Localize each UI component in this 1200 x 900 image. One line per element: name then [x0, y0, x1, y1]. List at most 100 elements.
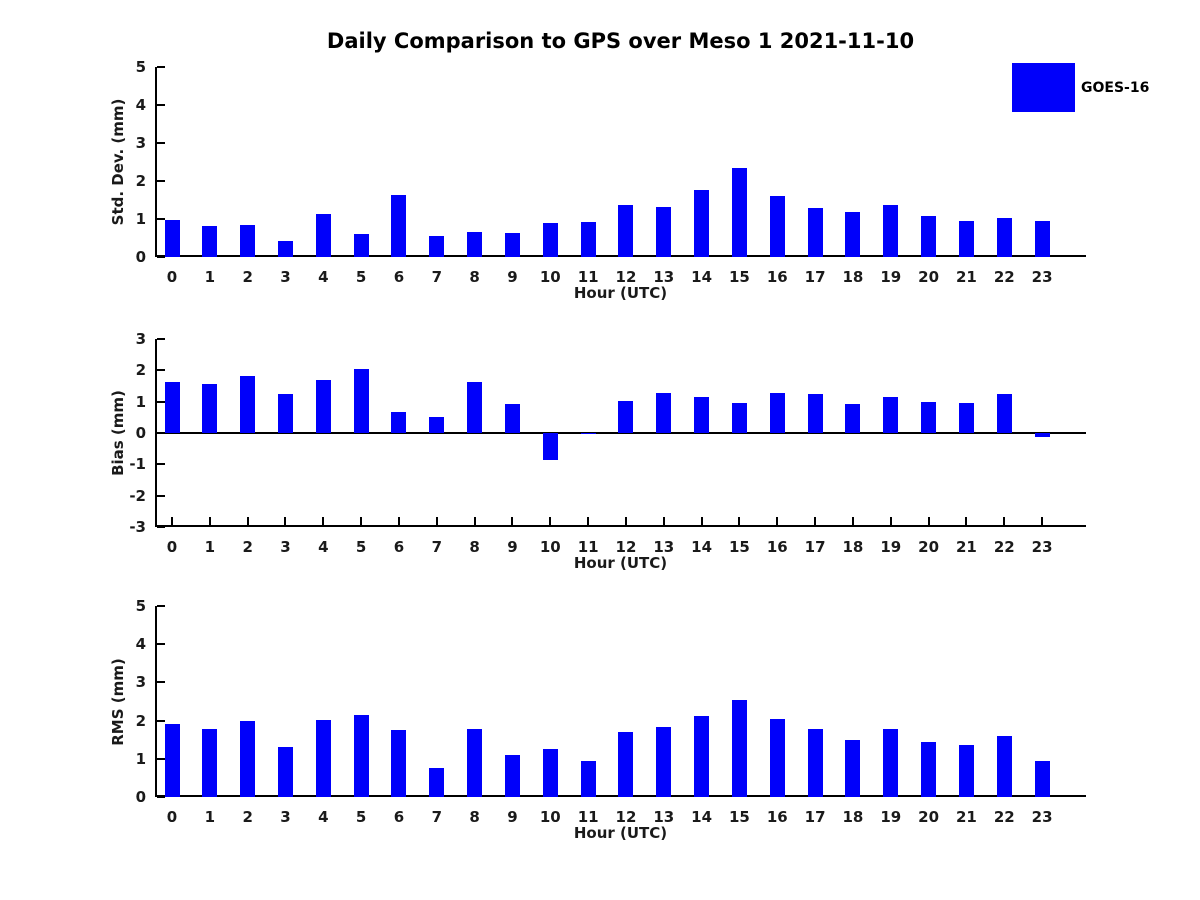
chart-rms: RMS (mm) Hour (UTC) 0 1 2 3 4 5 0 1 2 3 4 5 6 7 8 9 10 11… [109, 597, 1086, 842]
x-tick [738, 517, 741, 525]
x-tick [360, 517, 363, 525]
bar-hour-6 [391, 729, 407, 797]
x-tick-label: 14 [691, 268, 713, 286]
bar-hour-8 [467, 231, 483, 257]
x-tick-label: 11 [577, 538, 599, 556]
y-tick-label: 4 [135, 635, 146, 654]
y-tick [157, 463, 165, 466]
y-tick [157, 369, 165, 372]
bar-hour-14 [694, 189, 710, 257]
legend-label-goes16: GOES-16 [1081, 79, 1150, 96]
bar-hour-11 [580, 433, 596, 434]
x-tick-label: 8 [469, 538, 480, 556]
y-axis-label-bias: Bias (mm) [109, 390, 127, 476]
x-tick-label: 12 [615, 268, 637, 286]
bar-hour-14 [694, 716, 710, 797]
bar-hour-0 [164, 724, 180, 797]
bar-hour-6 [391, 412, 407, 433]
x-tick-label: 16 [766, 268, 788, 286]
x-tick-label: 7 [431, 808, 443, 826]
x-tick-label: 10 [539, 808, 561, 826]
x-tick-label: 1 [204, 268, 216, 286]
bar-hour-18 [845, 739, 861, 797]
x-tick-label: 22 [993, 808, 1015, 826]
x-tick [1041, 517, 1044, 525]
x-tick-label: 4 [318, 808, 329, 826]
x-tick-label: 15 [729, 538, 750, 556]
x-tick [549, 517, 552, 525]
bar-hour-22 [996, 218, 1012, 257]
x-tick [284, 517, 287, 525]
x-tick-label: 23 [1031, 538, 1053, 556]
bar-hour-21 [958, 745, 974, 797]
bar-hour-10 [542, 222, 558, 257]
x-tick-label: 0 [166, 268, 178, 286]
x-tick [927, 517, 930, 525]
y-axis-label-rms: RMS (mm) [109, 657, 127, 746]
bar-hour-3 [277, 746, 293, 797]
y-tick [157, 338, 165, 340]
bar-hour-19 [883, 205, 899, 257]
x-tick [435, 517, 438, 525]
x-tick-label: 3 [280, 808, 291, 826]
y-tick-label: 2 [135, 361, 146, 380]
x-tick-label: 17 [804, 538, 826, 556]
x-tick [776, 517, 779, 525]
bar-hour-0 [164, 382, 180, 433]
x-tick-label: 4 [318, 268, 329, 286]
y-tick-label: 3 [135, 330, 146, 348]
zero-line [155, 432, 1086, 434]
bar-hour-6 [391, 195, 407, 257]
bar-hour-16 [769, 196, 785, 257]
x-tick-label: 20 [918, 808, 940, 826]
bar-hour-23 [1034, 433, 1050, 438]
y-tick [157, 104, 165, 106]
x-tick-label: 18 [842, 538, 864, 556]
bar-hour-1 [202, 384, 218, 433]
x-tick-label: 2 [242, 808, 253, 826]
x-tick [397, 517, 400, 525]
x-tick-label: 4 [318, 538, 329, 556]
bar-hour-5 [353, 368, 369, 433]
x-tick-label: 16 [766, 538, 788, 556]
x-tick-label: 5 [355, 538, 367, 556]
y-tick [157, 643, 165, 646]
x-tick [511, 517, 514, 525]
y-tick-label: 5 [135, 597, 146, 615]
x-tick-label: 1 [204, 538, 216, 556]
y-tick-label: 1 [135, 392, 146, 411]
x-tick-label: 14 [691, 538, 713, 556]
bar-hour-5 [353, 714, 369, 797]
y-axis-label-std-dev: Std. Dev. (mm) [109, 98, 127, 226]
bar-hour-4 [315, 719, 331, 797]
bar-hour-23 [1034, 760, 1050, 797]
x-tick-label: 20 [918, 538, 940, 556]
bar-hour-22 [996, 735, 1012, 797]
x-tick-label: 2 [242, 538, 253, 556]
bar-hour-21 [958, 221, 974, 257]
bar-hour-17 [807, 728, 823, 797]
x-tick-label: 22 [993, 538, 1015, 556]
x-tick-label: 13 [653, 268, 675, 286]
x-axis-label-hour-utc: Hour (UTC) [573, 284, 668, 302]
bar-hour-4 [315, 214, 331, 257]
bar-hour-10 [542, 748, 558, 797]
bar-hour-4 [315, 380, 331, 433]
bar-hour-18 [845, 212, 861, 257]
legend: GOES-16 [1012, 63, 1149, 112]
y-axis-line [155, 606, 157, 797]
bar-hour-2 [240, 224, 256, 257]
bar-hour-2 [240, 376, 256, 433]
x-tick-label: 12 [615, 538, 637, 556]
bar-hour-15 [731, 402, 747, 433]
x-tick-label: 3 [280, 538, 291, 556]
bar-hour-16 [769, 392, 785, 433]
x-tick [700, 517, 703, 525]
x-tick [322, 517, 325, 525]
bar-hour-8 [467, 729, 483, 797]
x-tick-label: 17 [804, 808, 826, 826]
bar-hour-3 [277, 240, 293, 257]
bar-hour-17 [807, 393, 823, 433]
x-tick-label: 3 [280, 268, 291, 286]
